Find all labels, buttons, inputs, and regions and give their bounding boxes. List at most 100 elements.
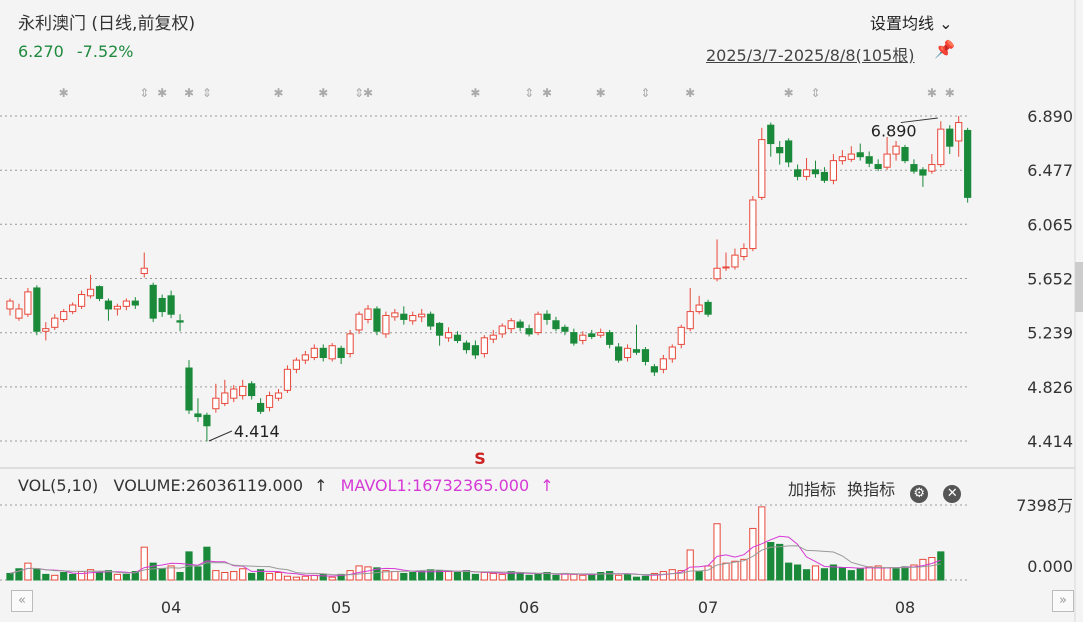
candle-body (722, 266, 730, 269)
candle-body (149, 284, 157, 319)
volume-bar (507, 571, 515, 581)
scroll-left-button[interactable]: « (11, 590, 33, 612)
add-indicator-button[interactable]: 加指标 (788, 480, 837, 499)
candle-body (910, 164, 918, 172)
volume-bar (480, 572, 488, 581)
mavol2-line (9, 545, 941, 576)
candle-body (776, 147, 784, 154)
volume-bar (194, 566, 202, 581)
volume-indicator-name: VOL(5,10) (18, 476, 99, 495)
candle-body (471, 345, 479, 356)
candle-body (856, 152, 864, 158)
side-panel-handle[interactable] (1075, 262, 1083, 312)
candle-body (597, 332, 605, 336)
volume-bar (149, 562, 157, 581)
volume-bar (69, 573, 77, 581)
volume-bar (113, 573, 122, 581)
volume-bar (24, 562, 32, 581)
volume-bar (15, 568, 23, 581)
event-marker-icon: ✱ (470, 86, 480, 100)
high-arrow (900, 117, 938, 124)
candle-body (69, 304, 77, 313)
volume-bar (820, 568, 829, 581)
volume-bar (776, 543, 784, 581)
candle-body (462, 342, 471, 351)
candle-body (257, 402, 265, 412)
price-tick-label: 6.477 (1027, 161, 1073, 180)
event-marker-icon: ⇕ (354, 86, 364, 100)
candle-body (328, 345, 336, 360)
candle-body (516, 321, 524, 328)
month-tick-label: 07 (698, 598, 718, 617)
candle-body (579, 334, 587, 341)
volume-bar (632, 576, 641, 581)
scroll-right-button[interactable]: » (1052, 590, 1074, 612)
candle-body (391, 312, 399, 318)
volume-bar (95, 572, 104, 581)
volume-bar (400, 572, 408, 581)
event-marker-icon: ✱ (542, 86, 552, 100)
candle-body (829, 160, 837, 181)
month-tick-label: 04 (161, 598, 181, 617)
price-quote: 6.270 -7.52% (18, 42, 142, 61)
volume-bar (785, 562, 793, 581)
candle-body (230, 388, 238, 399)
close-icon[interactable]: ✕ (943, 485, 962, 503)
gear-icon[interactable]: ⚙ (910, 485, 929, 503)
event-marker-icon: ✱ (784, 86, 794, 100)
candle-body (758, 139, 766, 198)
month-tick-label: 05 (331, 598, 351, 617)
candle-body (131, 300, 139, 306)
candle-body (731, 254, 739, 268)
event-marker-icon: ✱ (157, 86, 167, 100)
volume-bar (650, 572, 658, 581)
volume-bar (686, 549, 694, 581)
candle-body (641, 349, 650, 362)
candle-body (185, 367, 193, 411)
candle-body (659, 358, 667, 370)
candle-body (33, 287, 41, 332)
switch-indicator-button[interactable]: 换指标 (847, 480, 896, 499)
candle-body (785, 140, 793, 163)
candle-body (346, 333, 354, 355)
volume-bar (847, 570, 855, 581)
volume-bar (570, 573, 578, 581)
candle-body (534, 313, 542, 334)
candle-body (319, 347, 327, 359)
volume-bar (122, 573, 130, 581)
candle-body (292, 359, 300, 370)
volume-bar (811, 565, 820, 581)
volume-bar (695, 571, 703, 581)
candle-body (919, 169, 927, 176)
event-marker-icon: ⇕ (202, 86, 212, 100)
event-marker-icon: ✱ (596, 86, 606, 100)
volume-bar (60, 572, 68, 581)
volume-bar (534, 573, 542, 581)
candle-body (382, 315, 390, 335)
volume-bar (623, 573, 632, 581)
candle-body (24, 291, 32, 315)
volume-bar (552, 574, 560, 581)
volume-bar (713, 523, 721, 581)
volume-bar (525, 574, 533, 581)
volume-bar (749, 527, 757, 581)
event-marker-icon: ✱ (184, 86, 194, 100)
volume-bar (436, 570, 444, 581)
volume-bar (283, 575, 292, 581)
event-marker-icon: ✱ (927, 86, 937, 100)
volume-bar (919, 558, 927, 581)
pin-icon[interactable]: 📌 (934, 40, 956, 60)
volume-bar (874, 565, 882, 581)
candle-body (489, 334, 497, 340)
date-range-link[interactable]: 2025/3/7-2025/8/8(105根) (706, 46, 915, 65)
candle-body (820, 171, 829, 181)
candle-body (86, 288, 95, 297)
candle-body (767, 124, 775, 145)
volume-bar (104, 570, 113, 581)
candle-body (749, 199, 757, 250)
event-marker-icon: ⇕ (524, 86, 534, 100)
set-ma-button[interactable]: 设置均线 ⌄ (870, 10, 953, 34)
candle-body (274, 392, 283, 399)
